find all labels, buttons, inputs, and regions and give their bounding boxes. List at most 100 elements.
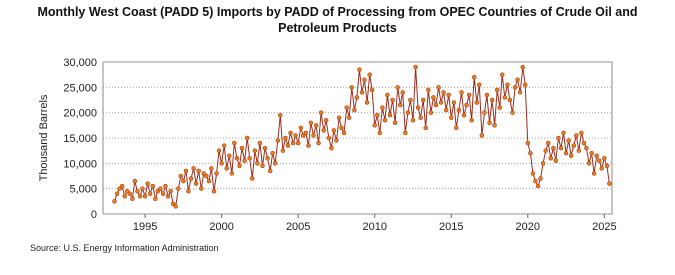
data-point — [566, 138, 571, 143]
data-point — [530, 171, 536, 176]
data-point — [173, 204, 178, 209]
data-point — [438, 100, 444, 105]
data-point — [224, 166, 229, 171]
x-tick-label: 2025 — [592, 221, 616, 233]
data-point — [209, 166, 214, 171]
data-point — [160, 191, 166, 196]
data-point — [239, 145, 245, 151]
data-point — [158, 186, 163, 191]
data-point — [494, 87, 500, 93]
data-point — [382, 118, 388, 123]
data-point — [512, 85, 518, 90]
x-tick-label: 2015 — [439, 221, 463, 233]
data-point — [176, 186, 181, 191]
data-point — [576, 148, 582, 153]
data-point — [385, 92, 390, 98]
data-point — [591, 171, 597, 176]
data-point — [303, 130, 309, 136]
data-point — [479, 133, 485, 138]
data-point — [454, 125, 459, 131]
data-point — [204, 173, 209, 179]
data-point — [127, 191, 133, 196]
data-point — [321, 128, 326, 133]
data-point — [533, 178, 538, 184]
data-point — [150, 183, 156, 189]
data-point — [443, 107, 449, 113]
data-point — [183, 168, 189, 174]
data-point — [331, 128, 337, 133]
data-point — [283, 135, 288, 141]
x-tick-label: 2020 — [516, 221, 540, 233]
data-point — [163, 183, 168, 189]
data-point — [270, 150, 275, 156]
data-point — [112, 199, 117, 204]
data-point — [607, 181, 612, 186]
data-point — [390, 97, 395, 103]
data-point — [122, 194, 127, 199]
data-point — [471, 74, 477, 80]
data-point — [137, 194, 143, 199]
data-point — [525, 140, 531, 146]
data-point — [535, 183, 541, 189]
data-point — [196, 168, 201, 174]
data-point — [538, 176, 543, 181]
data-point — [436, 85, 441, 90]
data-point — [426, 87, 431, 93]
data-point — [418, 115, 423, 120]
data-point — [474, 100, 480, 105]
data-point — [456, 107, 462, 113]
data-point — [415, 105, 421, 110]
data-point — [497, 105, 503, 110]
data-point — [482, 110, 487, 115]
data-point — [528, 150, 533, 156]
data-point — [561, 130, 566, 136]
data-point — [372, 123, 377, 128]
data-point — [153, 196, 158, 202]
source-note: Source: U.S. Energy Information Administ… — [30, 243, 219, 253]
data-point — [451, 100, 457, 105]
data-point — [543, 148, 548, 153]
data-point — [280, 148, 286, 153]
data-point — [375, 112, 380, 118]
data-point — [339, 125, 344, 131]
data-point — [515, 77, 520, 82]
data-point — [492, 123, 497, 128]
y-axis-label: Thousand Barrels — [38, 94, 50, 181]
data-point — [499, 72, 505, 77]
data-point — [433, 102, 439, 108]
data-point — [298, 125, 304, 131]
data-point — [548, 156, 554, 161]
y-tick-label: 10,000 — [63, 158, 97, 170]
data-point — [405, 110, 411, 115]
data-point — [459, 90, 464, 95]
data-point — [579, 130, 584, 136]
data-point — [130, 196, 135, 202]
data-point — [193, 181, 199, 186]
data-point — [568, 153, 574, 158]
data-point — [589, 150, 594, 156]
data-point — [323, 118, 329, 123]
data-point — [334, 138, 339, 143]
data-point — [346, 115, 352, 120]
data-point — [352, 107, 357, 113]
data-point — [446, 92, 451, 98]
data-point — [556, 135, 561, 141]
data-point — [145, 181, 150, 186]
data-point — [265, 156, 270, 161]
data-point — [408, 97, 413, 103]
data-point — [272, 161, 278, 166]
data-point — [441, 90, 446, 95]
data-point — [211, 188, 217, 194]
data-point — [464, 102, 469, 108]
data-point — [584, 145, 589, 151]
data-point — [234, 156, 240, 161]
data-point — [395, 85, 400, 90]
data-point — [318, 110, 324, 115]
data-point — [132, 178, 138, 184]
data-point — [551, 145, 556, 151]
data-point — [336, 115, 342, 120]
chart-title: Monthly West Coast (PADD 5) Imports by P… — [37, 5, 638, 35]
data-point — [517, 90, 523, 95]
x-tick-label: 2005 — [286, 221, 310, 233]
